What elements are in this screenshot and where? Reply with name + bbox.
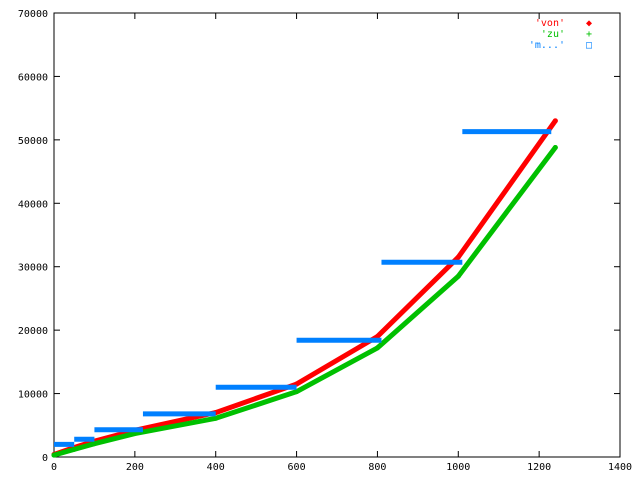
series-0 [51, 118, 558, 457]
series-trace [51, 144, 558, 458]
data-point [51, 452, 57, 458]
legend-marker: + [586, 29, 592, 40]
x-tick-label: 200 [126, 462, 144, 473]
x-tick-label: 1400 [608, 462, 632, 473]
x-tick-label: 0 [51, 462, 57, 473]
x-tick-label: 600 [288, 462, 306, 473]
legend-marker: ◆ [586, 18, 592, 29]
data-point [455, 273, 461, 279]
data-point [374, 345, 380, 351]
data-point [552, 118, 558, 124]
data-point [132, 431, 138, 437]
y-tick-label: 10000 [18, 390, 48, 401]
data-point [294, 389, 300, 395]
axis-tick-labels: 0 200 400 600 800 1000 1200 1400 0 10000 20000 3000… [18, 9, 632, 473]
x-tick-label: 1000 [446, 462, 470, 473]
legend-label: 'm...' [529, 40, 565, 51]
data-point [213, 415, 219, 421]
legend: 'von' ◆ 'zu' + 'm...' □ [529, 18, 592, 51]
data-point [552, 144, 558, 150]
legend-marker: □ [586, 40, 592, 51]
series-1 [51, 144, 558, 458]
y-tick-label: 70000 [18, 9, 48, 20]
x-tick-label: 800 [368, 462, 386, 473]
y-tick-label: 0 [42, 453, 48, 464]
series-trace [51, 118, 558, 457]
y-tick-label: 40000 [18, 199, 48, 210]
y-tick-label: 20000 [18, 326, 48, 337]
series-layer [51, 118, 558, 458]
data-point [374, 333, 380, 339]
x-tick-label: 400 [207, 462, 225, 473]
y-tick-label: 60000 [18, 72, 48, 83]
data-point [71, 446, 77, 452]
legend-label: 'von' [535, 18, 565, 29]
y-tick-label: 30000 [18, 263, 48, 274]
plot-border [53, 12, 621, 458]
data-point [455, 254, 461, 260]
x-tick-label: 1200 [527, 462, 551, 473]
legend-label: 'zu' [541, 29, 565, 40]
y-tick-label: 50000 [18, 136, 48, 147]
axis-ticks [53, 12, 621, 458]
data-point [91, 441, 97, 447]
series-2 [54, 129, 552, 447]
